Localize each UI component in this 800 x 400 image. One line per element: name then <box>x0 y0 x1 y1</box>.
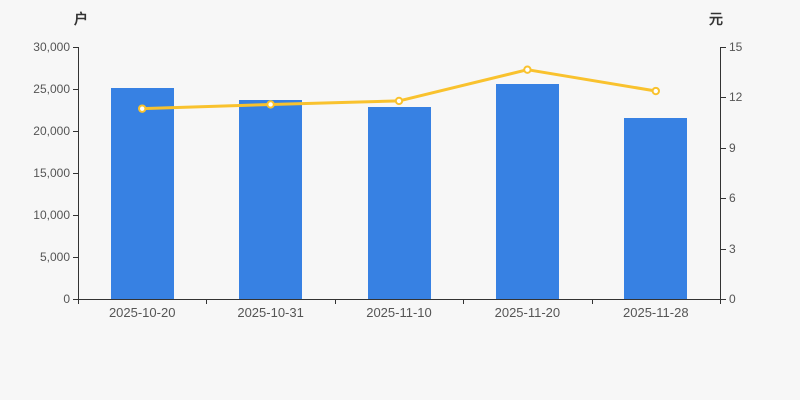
y-right-tick <box>721 97 726 99</box>
y-left-tick <box>73 257 78 258</box>
y-right-tick-label: 3 <box>729 241 736 256</box>
bar[interactable] <box>239 100 303 299</box>
y-left-tick-label: 10,000 <box>33 208 70 222</box>
y-right-tick <box>721 299 726 300</box>
x-axis-category-label: 2025-11-10 <box>366 305 432 320</box>
y-left-tick-label: 5,000 <box>39 250 70 264</box>
y-left-tick-label: 20,000 <box>33 124 70 138</box>
y-axis-left-line <box>78 47 79 299</box>
bar[interactable] <box>624 117 688 299</box>
x-axis-tick <box>463 299 465 304</box>
x-axis-tick <box>78 299 79 304</box>
y-right-tick-label: 12 <box>729 90 743 105</box>
y-right-tick-label: 6 <box>729 191 736 206</box>
y-left-tick <box>73 47 78 48</box>
x-axis-category-label: 2025-10-20 <box>108 305 176 320</box>
line-marker[interactable] <box>651 86 660 96</box>
line-path <box>140 68 658 111</box>
x-axis-tick <box>591 299 593 304</box>
y-left-tick <box>73 299 78 300</box>
y-right-tick <box>721 47 726 48</box>
x-axis-category-label: 2025-10-31 <box>237 305 304 320</box>
x-axis-tick <box>206 299 208 304</box>
x-axis-category-label: 2025-11-28 <box>623 305 689 320</box>
bar[interactable] <box>110 88 174 299</box>
y-left-tick <box>73 131 78 132</box>
x-axis-category-label: 2025-11-20 <box>494 305 561 320</box>
y-left-tick <box>73 173 78 174</box>
y-left-tick <box>73 89 78 90</box>
left-axis-unit-label: 户 <box>74 11 88 27</box>
line-marker[interactable] <box>394 96 404 106</box>
line-marker[interactable] <box>523 65 532 74</box>
right-axis-unit-label: 元 <box>709 11 723 27</box>
y-left-tick-label: 15,000 <box>33 166 70 180</box>
y-left-tick-label: 30,000 <box>33 40 70 54</box>
y-left-tick <box>73 215 78 216</box>
x-axis-tick <box>334 299 336 304</box>
y-right-tick <box>721 147 726 149</box>
y-right-tick <box>721 248 726 250</box>
y-right-tick-label: 9 <box>729 140 736 155</box>
x-axis-tick <box>720 299 721 304</box>
y-axis-right-line <box>720 47 721 299</box>
y-right-tick-label: 0 <box>729 292 736 306</box>
x-axis-line <box>78 299 721 300</box>
bar[interactable] <box>367 106 431 299</box>
y-left-tick-label: 25,000 <box>33 82 70 96</box>
y-right-tick <box>721 198 726 200</box>
bar[interactable] <box>495 83 559 299</box>
y-left-tick-label: 0 <box>63 292 70 306</box>
y-right-tick-label: 15 <box>729 40 743 54</box>
